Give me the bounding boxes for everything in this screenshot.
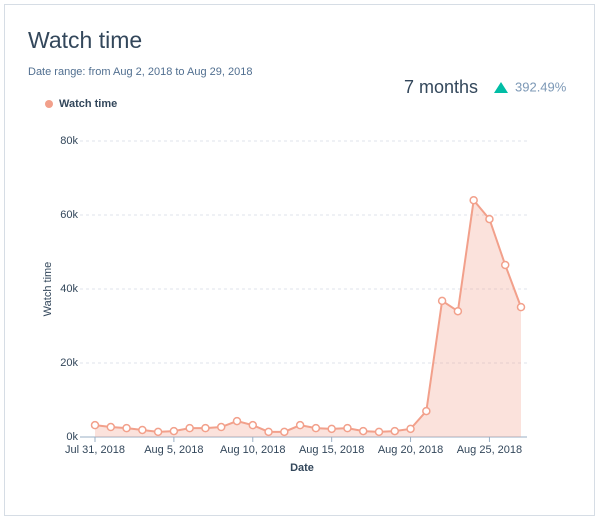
y-tick-label: 80k bbox=[60, 135, 78, 147]
point bbox=[106, 422, 116, 432]
summary-period: 7 months bbox=[404, 77, 478, 97]
point bbox=[185, 423, 194, 433]
point bbox=[422, 406, 431, 416]
point bbox=[437, 296, 447, 306]
y-tick-label: 0k bbox=[66, 431, 78, 443]
point bbox=[264, 427, 273, 437]
x-tick-label: Aug 5, 2018 bbox=[144, 444, 203, 456]
area bbox=[95, 200, 521, 437]
point bbox=[406, 424, 415, 434]
card bbox=[4, 4, 595, 516]
point bbox=[343, 423, 352, 433]
point bbox=[295, 420, 305, 430]
point bbox=[280, 427, 289, 437]
point bbox=[232, 416, 242, 426]
point bbox=[138, 425, 147, 435]
point bbox=[201, 423, 210, 433]
point bbox=[374, 427, 384, 437]
up-arrow bbox=[494, 82, 508, 93]
point bbox=[248, 420, 258, 430]
point bbox=[169, 426, 179, 436]
x-tick-label: Jul 31, 2018 bbox=[65, 444, 125, 456]
chart-subtitle: Date range: from Aug 2, 2018 to Aug 29, … bbox=[28, 66, 252, 78]
point bbox=[311, 423, 321, 433]
point bbox=[358, 426, 368, 436]
point bbox=[453, 306, 463, 316]
y-tick-label: 60k bbox=[60, 209, 78, 221]
point bbox=[469, 195, 478, 205]
y-tick-label: 20k bbox=[60, 357, 78, 369]
point bbox=[516, 302, 526, 312]
point bbox=[390, 426, 400, 436]
x-tick-label: Aug 10, 2018 bbox=[220, 444, 285, 456]
y-tick-label: 40k bbox=[60, 283, 78, 295]
point bbox=[485, 214, 494, 224]
x-tick-label: Aug 20, 2018 bbox=[378, 444, 443, 456]
x-axis-label: Date bbox=[290, 462, 314, 474]
point bbox=[122, 423, 131, 433]
summary-change: 392.49% bbox=[515, 79, 567, 94]
point bbox=[327, 424, 336, 434]
line bbox=[94, 197, 522, 433]
y-axis-label: Watch time bbox=[42, 262, 54, 317]
point bbox=[216, 422, 226, 432]
point bbox=[500, 260, 510, 270]
chart-title: Watch time bbox=[28, 27, 142, 53]
legend-marker bbox=[45, 100, 53, 108]
x-tick-label: Aug 25, 2018 bbox=[457, 444, 522, 456]
point bbox=[90, 420, 100, 430]
legend-label: Watch time bbox=[59, 98, 117, 110]
x-tick-label: Aug 15, 2018 bbox=[299, 444, 364, 456]
point bbox=[153, 427, 163, 437]
